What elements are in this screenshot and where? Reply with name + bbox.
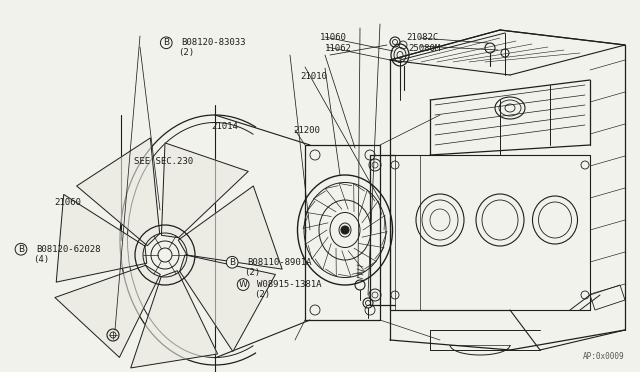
Text: W08915-1381A: W08915-1381A bbox=[257, 280, 321, 289]
Polygon shape bbox=[161, 143, 248, 238]
Polygon shape bbox=[180, 255, 275, 352]
Polygon shape bbox=[131, 271, 218, 368]
Text: 21200: 21200 bbox=[293, 126, 320, 135]
Text: 21060: 21060 bbox=[54, 198, 81, 207]
Text: 11062: 11062 bbox=[325, 44, 352, 53]
Polygon shape bbox=[56, 195, 147, 282]
Text: 21014: 21014 bbox=[211, 122, 238, 131]
Text: B: B bbox=[163, 38, 170, 47]
Text: W: W bbox=[239, 280, 248, 289]
Text: 21082C: 21082C bbox=[406, 33, 438, 42]
Text: AP:0x0009: AP:0x0009 bbox=[582, 352, 624, 361]
Text: 11060: 11060 bbox=[320, 33, 347, 42]
Polygon shape bbox=[179, 186, 282, 269]
Text: B08120-83033: B08120-83033 bbox=[181, 38, 246, 47]
Text: (4): (4) bbox=[33, 255, 49, 264]
Polygon shape bbox=[77, 138, 159, 246]
Circle shape bbox=[341, 226, 349, 234]
Text: (2): (2) bbox=[178, 48, 194, 57]
Text: B08110-8901A: B08110-8901A bbox=[247, 258, 312, 267]
Text: (2): (2) bbox=[254, 291, 270, 299]
Text: SEE SEC.230: SEE SEC.230 bbox=[134, 157, 193, 166]
Text: (2): (2) bbox=[244, 268, 260, 277]
Text: B: B bbox=[18, 245, 24, 254]
Text: B08120-62028: B08120-62028 bbox=[36, 245, 100, 254]
Polygon shape bbox=[55, 265, 160, 357]
Text: 25080M: 25080M bbox=[408, 44, 440, 53]
Text: B: B bbox=[229, 258, 236, 267]
Text: 21010: 21010 bbox=[301, 72, 328, 81]
